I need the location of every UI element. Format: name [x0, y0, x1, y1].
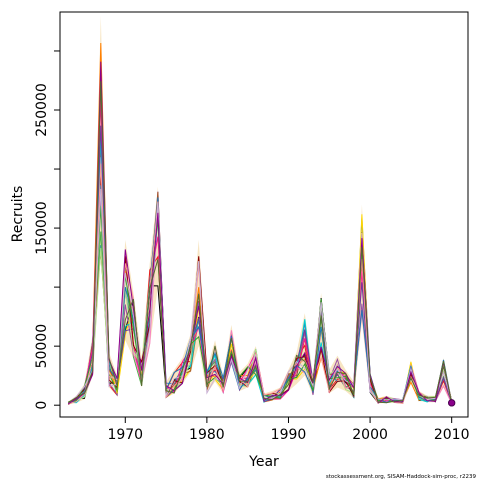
uncertainty-band [68, 15, 452, 405]
y-tick-label-250000: 250000 [34, 83, 50, 136]
x-tick-label-1980: 1980 [189, 427, 225, 443]
y-tick-label-50000: 50000 [34, 324, 50, 369]
series-line-19 [67, 61, 453, 405]
y-axis: 0 50000 150000 250000 [34, 50, 60, 410]
x-tick-label-1970: 1970 [107, 427, 143, 443]
x-axis: 1970 1980 1990 2000 2010 [107, 417, 470, 443]
y-axis-title: Recruits [10, 186, 26, 243]
endpoint-markers [447, 399, 456, 407]
series-lines [67, 42, 453, 405]
y-tick-label-0: 0 [34, 401, 50, 410]
confidence-band [68, 15, 452, 405]
series-line-18 [67, 188, 453, 404]
series-line-1 [67, 78, 453, 405]
series-line-20 [67, 81, 453, 404]
x-tick-label-2010: 2010 [434, 427, 470, 443]
x-tick-label-1990: 1990 [271, 427, 307, 443]
endpoint-marker [447, 399, 456, 407]
series-line-6 [67, 42, 453, 404]
y-tick-label-150000: 150000 [34, 201, 50, 254]
plot-frame [59, 11, 469, 418]
x-axis-title: Year [248, 454, 279, 470]
credit-text: stockassessment.org, SISAM-Haddock-sim-p… [326, 474, 477, 480]
x-tick-label-2000: 2000 [352, 427, 388, 443]
